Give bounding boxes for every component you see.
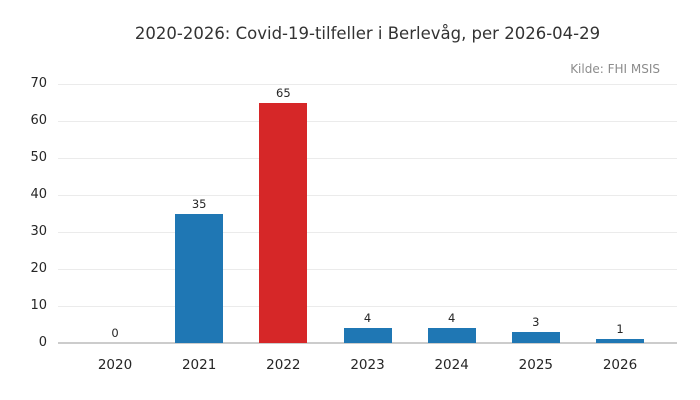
gridline-y-10 bbox=[58, 305, 677, 307]
y-axis-tick-label: 60 bbox=[30, 113, 47, 128]
chart-title: 2020-2026: Covid-19-tilfeller i Berlevåg… bbox=[134, 24, 601, 43]
bar-2026 bbox=[596, 339, 644, 343]
bar-2025 bbox=[511, 331, 560, 343]
bar-value-label-2024: 4 bbox=[447, 311, 456, 326]
bar-value-label-2025: 3 bbox=[532, 314, 540, 329]
x-axis-line bbox=[58, 342, 677, 344]
x-axis-tick-label-2025: 2025 bbox=[518, 357, 553, 373]
gridline-y-50 bbox=[58, 157, 677, 159]
gridline-y-60 bbox=[58, 120, 677, 122]
x-axis-tick-label-2021: 2021 bbox=[181, 357, 217, 373]
gridline-y-70 bbox=[58, 83, 677, 85]
gridline-y-40 bbox=[58, 194, 677, 196]
bar-value-label-2021: 35 bbox=[191, 196, 207, 211]
x-axis-tick-label-2020: 2020 bbox=[97, 357, 133, 373]
bar-2024 bbox=[427, 328, 476, 343]
y-axis-tick-label: 30 bbox=[30, 224, 47, 239]
gridline-y-20 bbox=[58, 268, 677, 270]
y-axis-tick-label: 10 bbox=[30, 298, 47, 313]
plot-area: 0 35 65 4 4 3 1 bbox=[58, 83, 677, 344]
y-axis-tick-label: 0 bbox=[38, 335, 47, 350]
x-axis-tick-label-2022: 2022 bbox=[266, 357, 301, 373]
y-axis-tick-label: 20 bbox=[30, 261, 47, 276]
y-axis-tick-label: 70 bbox=[30, 76, 47, 91]
x-axis-tick-label-2024: 2024 bbox=[434, 357, 469, 373]
bar-2022 bbox=[259, 102, 308, 343]
x-axis-tick-label-2026: 2026 bbox=[602, 357, 638, 373]
x-axis-tick-label-2023: 2023 bbox=[350, 357, 385, 373]
bar-value-label-2020: 0 bbox=[111, 326, 119, 340]
y-axis-tick-label: 50 bbox=[30, 150, 47, 165]
gridline-y-30 bbox=[58, 231, 677, 233]
bar-value-label-2022: 65 bbox=[276, 85, 291, 100]
source-annotation: Kilde: FHI MSIS bbox=[570, 62, 660, 76]
bar-2023 bbox=[343, 328, 392, 343]
y-axis-tick-label: 40 bbox=[30, 187, 47, 202]
bar-value-label-2023: 4 bbox=[363, 311, 372, 326]
bar-value-label-2026: 1 bbox=[616, 322, 624, 337]
bar-2021 bbox=[175, 213, 224, 343]
